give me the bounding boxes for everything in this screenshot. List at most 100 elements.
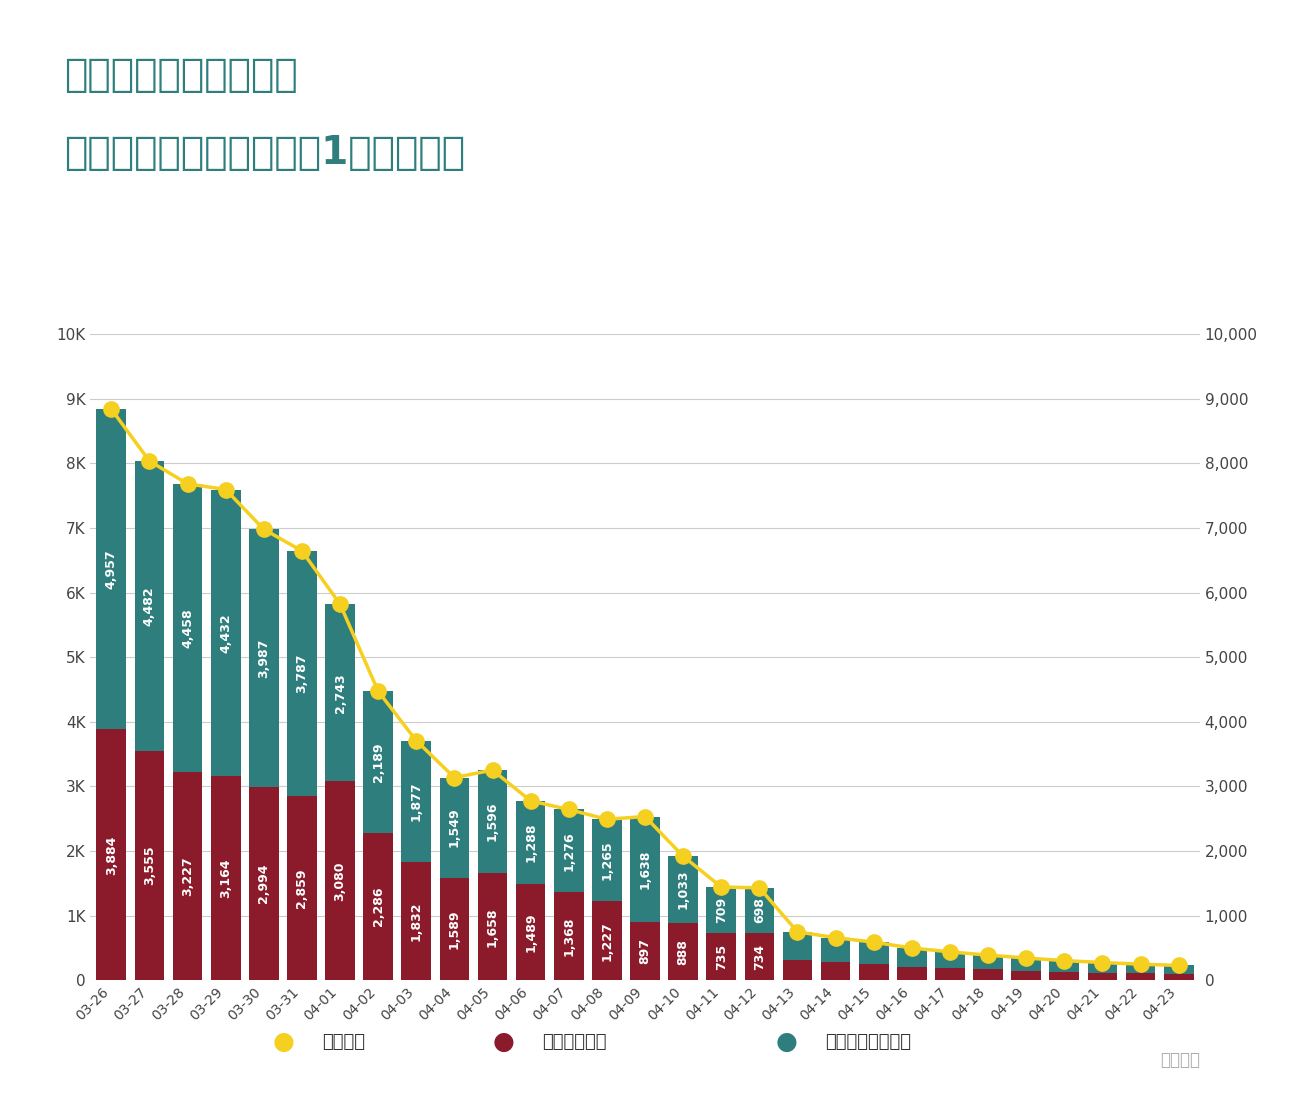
Bar	[1050, 971, 1080, 980]
Text: 快速抗原測試陽性: 快速抗原測試陽性	[826, 1033, 912, 1051]
Bar	[707, 932, 737, 980]
Bar	[249, 529, 279, 786]
Text: 1,033: 1,033	[677, 870, 690, 909]
Text: 核酸檢測陽性: 核酸檢測陽性	[542, 1033, 606, 1051]
Text: 1,589: 1,589	[448, 909, 461, 949]
Text: 3,164: 3,164	[219, 859, 232, 898]
Text: 1,489: 1,489	[524, 912, 537, 952]
Text: 735: 735	[715, 944, 728, 969]
Bar	[1164, 966, 1193, 974]
Text: 1,549: 1,549	[448, 808, 461, 848]
Bar	[325, 604, 355, 781]
Bar	[859, 964, 889, 980]
Text: 本港新型冠狀病毒肺炎: 本港新型冠狀病毒肺炎	[64, 56, 298, 94]
Bar	[1164, 974, 1193, 980]
Text: 4,432: 4,432	[219, 613, 232, 653]
Text: 4,458: 4,458	[181, 608, 194, 647]
Bar	[286, 551, 317, 795]
Bar	[935, 951, 965, 968]
Text: ●: ●	[273, 1029, 294, 1054]
Text: 1,276: 1,276	[562, 831, 575, 870]
Bar	[935, 968, 965, 980]
Bar	[134, 751, 164, 980]
Bar	[97, 730, 126, 980]
Bar	[897, 967, 926, 980]
Bar	[859, 942, 889, 964]
Text: 1,596: 1,596	[486, 802, 499, 841]
Bar	[1126, 974, 1156, 980]
Text: 4,482: 4,482	[143, 586, 156, 626]
Bar	[364, 832, 393, 980]
Text: 第五波疫情趨勢回落單日1萬宗後個案: 第五波疫情趨勢回落單日1萬宗後個案	[64, 134, 466, 172]
Text: 1,288: 1,288	[524, 823, 537, 862]
Text: 3,987: 3,987	[257, 638, 271, 677]
Text: 897: 897	[639, 938, 651, 965]
Text: 4,957: 4,957	[104, 549, 117, 589]
Bar	[897, 948, 926, 967]
Bar	[783, 931, 813, 959]
Bar	[516, 885, 546, 980]
Bar	[630, 922, 660, 980]
Bar	[325, 781, 355, 980]
Bar	[707, 887, 737, 932]
Bar	[973, 955, 1004, 969]
Bar	[1126, 964, 1156, 974]
Bar	[668, 922, 698, 980]
Bar	[440, 878, 470, 980]
Bar	[553, 810, 583, 892]
Text: 2,859: 2,859	[295, 868, 308, 908]
Bar	[820, 962, 850, 980]
Text: 3,227: 3,227	[181, 857, 194, 896]
Text: 2,189: 2,189	[372, 742, 384, 782]
Bar	[592, 819, 622, 901]
Bar	[1087, 962, 1117, 973]
Text: 3,555: 3,555	[143, 846, 156, 886]
Bar	[364, 691, 393, 832]
Text: 知乎用戶: 知乎用戶	[1160, 1052, 1200, 1069]
Text: 1,658: 1,658	[486, 907, 499, 947]
Bar	[1050, 960, 1080, 971]
Bar	[173, 483, 203, 772]
Bar	[744, 888, 774, 932]
Bar	[440, 778, 470, 878]
Text: ●: ●	[777, 1029, 797, 1054]
Text: 1,877: 1,877	[410, 782, 423, 821]
Bar	[401, 741, 431, 862]
Bar	[973, 969, 1004, 980]
Text: 單日新增: 單日新增	[322, 1033, 365, 1051]
Bar	[1011, 958, 1041, 970]
Bar	[744, 932, 774, 980]
Bar	[820, 938, 850, 962]
Text: 1,265: 1,265	[600, 840, 613, 880]
Text: 2,286: 2,286	[372, 887, 384, 926]
Text: 1,832: 1,832	[410, 901, 423, 941]
Bar	[553, 892, 583, 980]
Text: 2,994: 2,994	[257, 863, 271, 903]
Text: ●: ●	[493, 1029, 513, 1054]
Text: 1,638: 1,638	[639, 850, 651, 889]
Bar	[1087, 973, 1117, 980]
Text: 709: 709	[715, 897, 728, 924]
Bar	[1011, 970, 1041, 980]
Text: 3,787: 3,787	[295, 654, 308, 693]
Bar	[783, 959, 813, 980]
Bar	[477, 873, 507, 980]
Bar	[592, 901, 622, 980]
Text: 3,884: 3,884	[104, 836, 117, 874]
Bar	[630, 817, 660, 922]
Text: 698: 698	[753, 898, 766, 924]
Bar	[210, 489, 240, 775]
Text: 734: 734	[753, 944, 766, 969]
Bar	[401, 862, 431, 980]
Text: 888: 888	[677, 939, 690, 965]
Text: 1,368: 1,368	[562, 917, 575, 956]
Bar	[173, 772, 203, 980]
Bar	[249, 786, 279, 980]
Bar	[516, 801, 546, 885]
Bar	[668, 857, 698, 922]
Bar	[97, 409, 126, 730]
Bar	[134, 461, 164, 751]
Text: 1,227: 1,227	[600, 921, 613, 960]
Bar	[286, 795, 317, 980]
Bar	[477, 770, 507, 873]
